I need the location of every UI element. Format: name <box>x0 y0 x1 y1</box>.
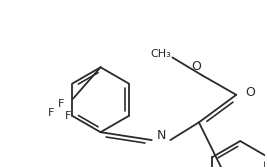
Text: O: O <box>245 86 255 99</box>
Text: CH₃: CH₃ <box>150 49 171 58</box>
Text: O: O <box>191 60 201 73</box>
Text: F: F <box>65 111 71 121</box>
Text: N: N <box>157 129 166 142</box>
Text: F: F <box>48 108 54 118</box>
Text: F: F <box>58 99 64 109</box>
